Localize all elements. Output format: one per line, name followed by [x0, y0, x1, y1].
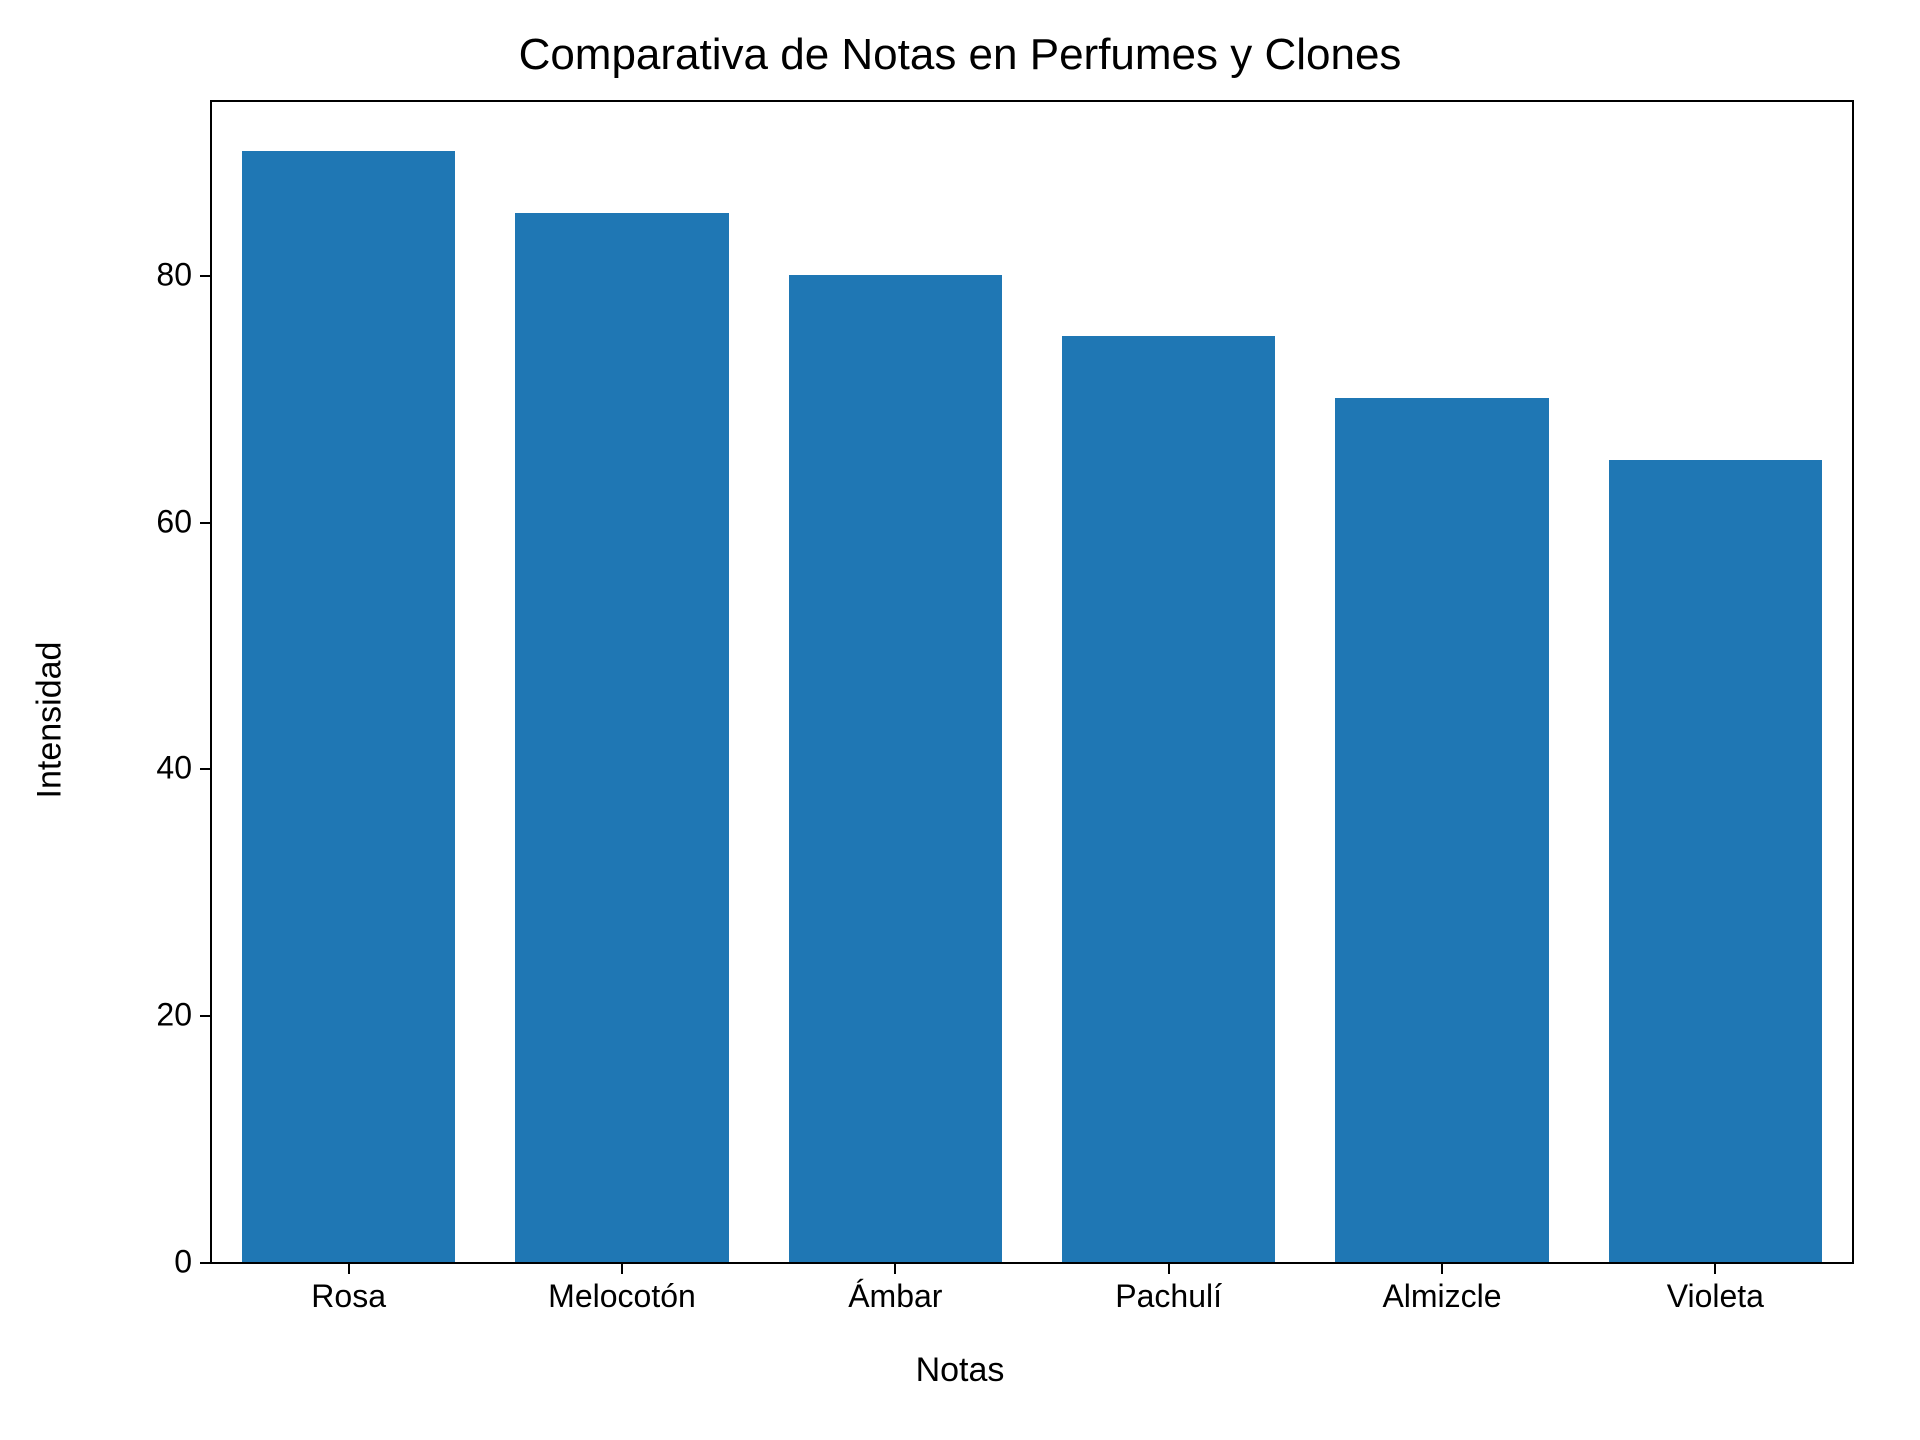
y-tick-label: 60 [156, 503, 192, 540]
bar [242, 151, 455, 1262]
bar [1062, 336, 1275, 1262]
plot-area: 020406080 RosaMelocotónÁmbarPachulíAlmiz… [210, 100, 1854, 1264]
chart-title: Comparativa de Notas en Perfumes y Clone… [0, 30, 1920, 80]
y-tick [200, 1015, 212, 1017]
bars-group [212, 102, 1852, 1262]
x-axis-label: Notas [0, 1351, 1920, 1390]
bar [789, 275, 1002, 1262]
x-tick [1168, 1262, 1170, 1274]
bar [515, 213, 728, 1262]
y-tick [200, 522, 212, 524]
y-tick-label: 40 [156, 750, 192, 787]
y-tick [200, 1262, 212, 1264]
x-tick-label: Almizcle [1382, 1278, 1501, 1315]
x-tick-label: Pachulí [1115, 1278, 1222, 1315]
y-tick-label: 20 [156, 997, 192, 1034]
x-tick [621, 1262, 623, 1274]
x-tick-label: Ámbar [848, 1278, 942, 1315]
x-tick [894, 1262, 896, 1274]
x-tick [348, 1262, 350, 1274]
y-tick-label: 0 [174, 1244, 192, 1281]
x-tick-label: Violeta [1667, 1278, 1764, 1315]
chart-container: Comparativa de Notas en Perfumes y Clone… [0, 0, 1920, 1440]
bar [1335, 398, 1548, 1262]
bar [1609, 460, 1822, 1262]
y-tick [200, 768, 212, 770]
y-tick-label: 80 [156, 256, 192, 293]
x-tick-label: Melocotón [548, 1278, 696, 1315]
x-tick [1714, 1262, 1716, 1274]
x-tick [1441, 1262, 1443, 1274]
y-tick [200, 275, 212, 277]
y-axis-label: Intensidad [31, 642, 70, 799]
x-tick-label: Rosa [311, 1278, 386, 1315]
